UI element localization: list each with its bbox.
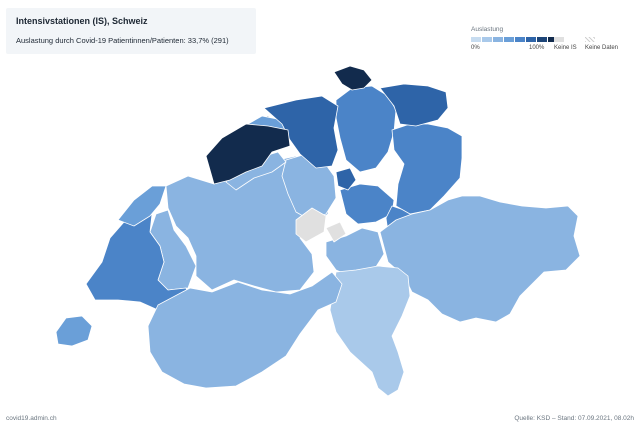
canton-sg[interactable] xyxy=(391,123,463,215)
legend-no-data-label: Keine Daten xyxy=(585,45,619,51)
canton-ti[interactable] xyxy=(329,265,411,397)
legend-step-4 xyxy=(515,37,525,42)
canton-ge[interactable] xyxy=(55,315,93,347)
legend-no-data-swatch xyxy=(585,37,595,42)
legend-step-3 xyxy=(504,37,514,42)
map-title: Intensivstationen (IS), Schweiz xyxy=(16,16,148,26)
info-box: Intensivstationen (IS), Schweiz Auslastu… xyxy=(6,8,256,54)
map-subtitle: Auslastung durch Covid-19 Patientinnen/P… xyxy=(16,36,229,45)
legend-color-scale xyxy=(471,37,558,42)
canton-ur[interactable] xyxy=(325,227,385,279)
canton-ju[interactable] xyxy=(205,123,291,185)
canton-ow[interactable] xyxy=(295,207,327,243)
canton-tg[interactable] xyxy=(379,83,449,127)
legend-step-5 xyxy=(526,37,536,42)
footer-site: covid19.admin.ch xyxy=(6,415,57,422)
canton-zh[interactable] xyxy=(335,85,397,173)
legend-no-icu-swatch xyxy=(554,37,564,42)
canton-gr[interactable] xyxy=(379,195,581,323)
legend-no-icu-label: Keine IS xyxy=(554,45,577,51)
canton-vs[interactable] xyxy=(147,271,343,389)
footer-source: Quelle: KSD – Stand: 07.09.2021, 08.02h xyxy=(514,415,634,422)
legend-step-6 xyxy=(537,37,547,42)
legend-title: Auslastung xyxy=(471,26,504,33)
legend: Auslastung 0% 100% Keine IS Keine Daten xyxy=(471,26,640,56)
legend-step-2 xyxy=(493,37,503,42)
legend-step-7 xyxy=(548,37,558,42)
canton-nw[interactable] xyxy=(325,221,347,243)
legend-min-label: 0% xyxy=(471,45,480,51)
legend-max-label: 100% xyxy=(529,45,545,51)
legend-step-0 xyxy=(471,37,481,42)
canton-zg[interactable] xyxy=(335,167,357,191)
canton-ne[interactable] xyxy=(117,185,167,227)
canton-sh[interactable] xyxy=(333,65,373,91)
legend-step-1 xyxy=(482,37,492,42)
